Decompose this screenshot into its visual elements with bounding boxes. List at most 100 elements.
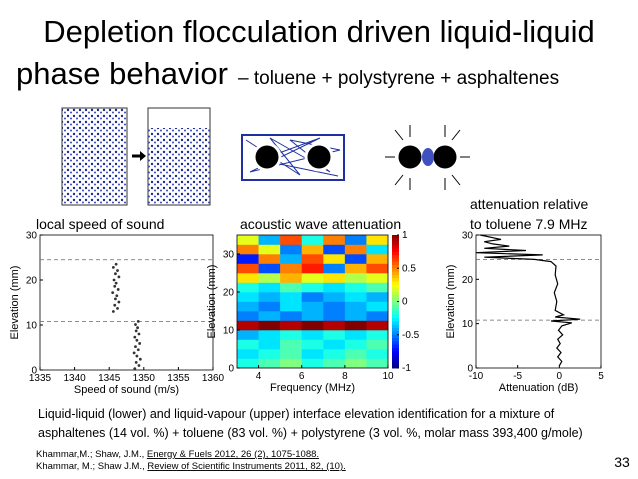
x-tick-label: 6 xyxy=(299,371,305,382)
heat-cell xyxy=(323,273,346,283)
point xyxy=(138,342,142,345)
heat-cell xyxy=(258,330,281,340)
point xyxy=(116,288,120,291)
heat-cell xyxy=(301,273,324,283)
colorbar xyxy=(392,301,399,306)
heat-cell xyxy=(237,254,259,264)
heat-cell xyxy=(344,358,367,369)
heat-cell xyxy=(344,320,367,331)
colorbar xyxy=(392,241,399,246)
rays xyxy=(385,125,470,190)
heat-cell xyxy=(323,254,346,264)
colorbar xyxy=(392,254,399,259)
heat-cell xyxy=(366,339,389,350)
point xyxy=(112,278,116,282)
colorbar xyxy=(392,261,399,266)
heat-cell xyxy=(280,282,303,293)
heat-cell xyxy=(237,282,259,293)
x-tick-label: 1355 xyxy=(167,373,190,384)
colorbar-tick-label: 0 xyxy=(402,297,408,308)
colorbar xyxy=(392,304,399,309)
point xyxy=(134,345,137,348)
heat-cell xyxy=(366,235,389,245)
y-tick-label: 10 xyxy=(223,326,235,337)
x-tick-label: 1340 xyxy=(63,373,86,384)
particle xyxy=(252,142,282,172)
x-axis-label: Attenuation (dB) xyxy=(499,382,579,394)
point xyxy=(133,335,137,339)
colorbar xyxy=(392,244,399,249)
heat-cell xyxy=(280,292,303,302)
x-tick-label: 1345 xyxy=(98,373,121,384)
colorbar xyxy=(392,314,399,319)
heat-cell xyxy=(301,282,324,293)
title: Depletion flocculation driven liquid-liq… xyxy=(43,14,594,49)
heat-cell xyxy=(237,301,259,312)
colorbar xyxy=(392,351,399,356)
colorbar xyxy=(392,308,399,312)
heat-cell xyxy=(280,330,303,340)
heat-cell xyxy=(301,330,324,340)
heat-cell xyxy=(344,339,367,350)
point xyxy=(111,310,115,313)
heat-cell xyxy=(366,330,389,340)
point xyxy=(136,326,139,330)
heat-cell xyxy=(366,320,389,331)
plot-frame xyxy=(236,234,389,369)
heat-cell xyxy=(258,301,281,312)
colorbar xyxy=(392,284,399,289)
caption: acoustic wave attenuation xyxy=(240,216,401,232)
heat-cell xyxy=(323,320,346,331)
point xyxy=(132,351,136,355)
colorbar-tick-label: -0.5 xyxy=(402,330,420,341)
y-tick-label: 30 xyxy=(26,231,38,242)
heat-cell xyxy=(280,349,303,359)
x-tick-label: 1360 xyxy=(202,373,225,384)
colorbar xyxy=(392,348,399,352)
heat-cell xyxy=(237,339,259,350)
subtitle: – toluene + polystyrene + asphaltenes xyxy=(238,68,559,89)
heat-cell xyxy=(237,244,259,255)
caption: attenuation relative xyxy=(470,196,589,212)
point xyxy=(134,329,138,333)
reference-authors: Khammar,M.; Shaw, J.M., xyxy=(36,449,147,460)
colorbar xyxy=(392,248,399,253)
reference: Khammar, M.; Shaw J.M., Review of Scient… xyxy=(36,461,346,472)
colorbar xyxy=(392,324,399,329)
heat-cell xyxy=(323,282,346,293)
colorbar-tick-label: -1 xyxy=(402,363,411,374)
heat-cell xyxy=(323,244,346,255)
heat-cell xyxy=(301,301,324,312)
heat-cell xyxy=(323,311,346,321)
heat-cell xyxy=(301,254,324,264)
point xyxy=(134,323,137,326)
heat-cell xyxy=(323,358,346,369)
heat-cell xyxy=(366,292,389,302)
colorbar xyxy=(392,251,399,256)
point xyxy=(135,354,139,358)
y-tick-label: 30 xyxy=(223,250,235,261)
heat-cell xyxy=(301,292,324,302)
plot-frame xyxy=(39,234,214,371)
point xyxy=(114,262,118,266)
heat-cell xyxy=(323,301,346,312)
schematic xyxy=(61,107,470,206)
heat-cell xyxy=(280,358,303,369)
y-tick-label: 20 xyxy=(462,275,474,286)
colorbar xyxy=(392,354,399,359)
point xyxy=(114,272,117,276)
colorbar xyxy=(392,271,399,276)
heat-cell xyxy=(237,235,259,245)
point xyxy=(133,367,137,371)
heat-cell xyxy=(323,292,346,302)
heat-cell xyxy=(366,263,389,274)
point xyxy=(135,338,139,342)
depletion xyxy=(422,148,434,166)
description: Liquid-liquid (lower) and liquid-vapour … xyxy=(38,407,555,421)
x-tick-label: 1335 xyxy=(29,373,52,384)
heat-cell xyxy=(344,330,367,340)
y-tick-label: 20 xyxy=(223,288,235,299)
heat-cell xyxy=(280,339,303,350)
heat-cell xyxy=(301,339,324,350)
heat-cell xyxy=(366,349,389,359)
